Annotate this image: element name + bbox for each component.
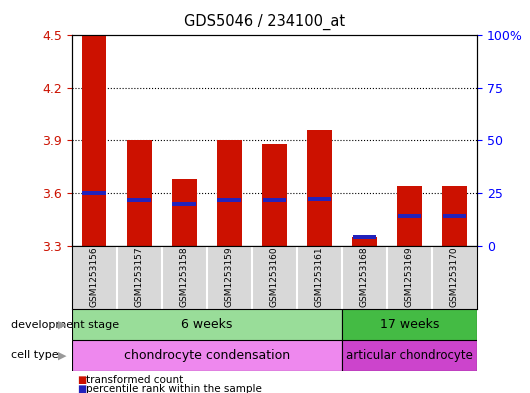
Bar bbox=[342, 309, 477, 340]
Bar bbox=[82, 191, 106, 195]
Text: GSM1253156: GSM1253156 bbox=[90, 247, 99, 307]
Text: GSM1253160: GSM1253160 bbox=[270, 247, 279, 307]
Text: GSM1253169: GSM1253169 bbox=[405, 247, 414, 307]
Bar bbox=[217, 198, 241, 202]
Text: transformed count: transformed count bbox=[86, 375, 183, 385]
Text: 6 weeks: 6 weeks bbox=[181, 318, 232, 331]
Text: GSM1253161: GSM1253161 bbox=[315, 247, 324, 307]
Text: 17 weeks: 17 weeks bbox=[379, 318, 439, 331]
Bar bbox=[307, 197, 331, 200]
Bar bbox=[342, 340, 477, 371]
Text: GSM1253168: GSM1253168 bbox=[360, 247, 369, 307]
Text: GSM1253170: GSM1253170 bbox=[450, 247, 459, 307]
Text: GSM1253157: GSM1253157 bbox=[135, 247, 144, 307]
Text: chondrocyte condensation: chondrocyte condensation bbox=[123, 349, 290, 362]
Bar bbox=[72, 309, 342, 340]
Bar bbox=[72, 340, 342, 371]
Bar bbox=[172, 202, 196, 206]
Text: GDS5046 / 234100_at: GDS5046 / 234100_at bbox=[184, 14, 346, 30]
Bar bbox=[398, 214, 421, 218]
Text: ▶: ▶ bbox=[58, 350, 66, 360]
Bar bbox=[217, 140, 242, 246]
Text: cell type: cell type bbox=[11, 350, 58, 360]
Bar bbox=[172, 179, 197, 246]
Text: ▶: ▶ bbox=[58, 320, 66, 330]
Text: percentile rank within the sample: percentile rank within the sample bbox=[86, 384, 262, 393]
Bar bbox=[262, 198, 286, 202]
Text: development stage: development stage bbox=[11, 320, 119, 330]
Text: ■: ■ bbox=[77, 384, 86, 393]
Bar bbox=[127, 140, 152, 246]
Bar bbox=[307, 130, 332, 246]
Text: articular chondrocyte: articular chondrocyte bbox=[346, 349, 473, 362]
Bar bbox=[127, 198, 151, 202]
Bar bbox=[443, 214, 466, 218]
Bar bbox=[352, 235, 376, 239]
Bar bbox=[397, 186, 422, 246]
Bar bbox=[352, 237, 377, 246]
Bar bbox=[82, 35, 107, 246]
Bar bbox=[442, 186, 467, 246]
Text: GSM1253158: GSM1253158 bbox=[180, 247, 189, 307]
Bar bbox=[262, 144, 287, 246]
Text: GSM1253159: GSM1253159 bbox=[225, 247, 234, 307]
Text: ■: ■ bbox=[77, 375, 86, 385]
